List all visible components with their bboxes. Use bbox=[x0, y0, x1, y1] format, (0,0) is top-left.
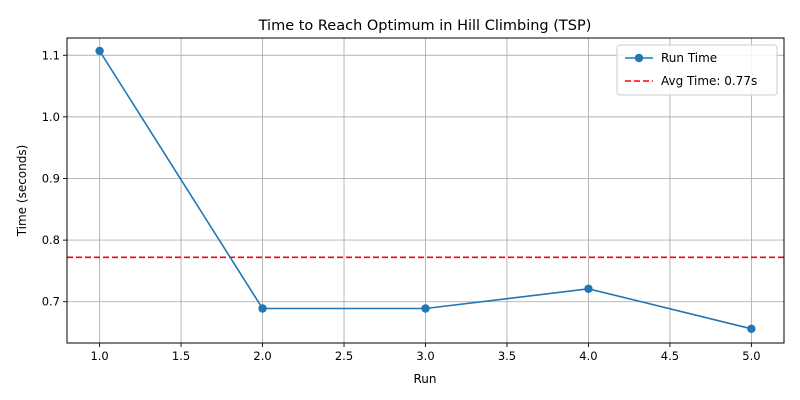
x-axis-ticks: 1.0 1.5 2.0 2.5 3.0 3.5 4.0 4.5 5.0 bbox=[90, 343, 761, 363]
x-tick-label: 4.0 bbox=[579, 349, 597, 363]
x-tick-label: 2.0 bbox=[253, 349, 271, 363]
x-axis-label: Run bbox=[413, 372, 436, 386]
legend-run-time-swatch-marker bbox=[634, 53, 644, 63]
legend-box bbox=[616, 44, 778, 96]
x-tick-label: 2.5 bbox=[335, 349, 353, 363]
x-tick-label: 3.0 bbox=[416, 349, 434, 363]
x-tick-label: 1.0 bbox=[90, 349, 108, 363]
y-axis-ticks: 0.7 0.8 0.9 1.0 1.1 bbox=[42, 48, 67, 309]
legend-run-time-label: Run Time bbox=[661, 51, 717, 65]
plot-frame bbox=[66, 37, 785, 344]
legend: Run Time Avg Time: 0.77s bbox=[616, 44, 778, 96]
legend-avg-time-label: Avg Time: 0.77s bbox=[661, 74, 757, 88]
run-time-point bbox=[421, 304, 430, 313]
y-tick-label: 1.1 bbox=[42, 48, 60, 62]
chart-title: Time to Reach Optimum in Hill Climbing (… bbox=[258, 18, 592, 34]
run-time-point bbox=[258, 304, 267, 313]
x-tick-label: 1.5 bbox=[172, 349, 190, 363]
series-group bbox=[95, 46, 756, 334]
run-time-point bbox=[584, 284, 593, 293]
y-tick-label: 0.8 bbox=[42, 233, 60, 247]
y-tick-label: 1.0 bbox=[42, 110, 60, 124]
y-axis-label: Time (seconds) bbox=[15, 145, 29, 238]
x-tick-label: 5.0 bbox=[742, 349, 760, 363]
x-tick-label: 3.5 bbox=[498, 349, 516, 363]
run-time-point bbox=[747, 324, 756, 334]
run-time-point bbox=[95, 46, 104, 56]
x-tick-label: 4.5 bbox=[661, 349, 679, 363]
y-tick-label: 0.9 bbox=[42, 171, 60, 185]
y-tick-label: 0.7 bbox=[42, 295, 60, 309]
